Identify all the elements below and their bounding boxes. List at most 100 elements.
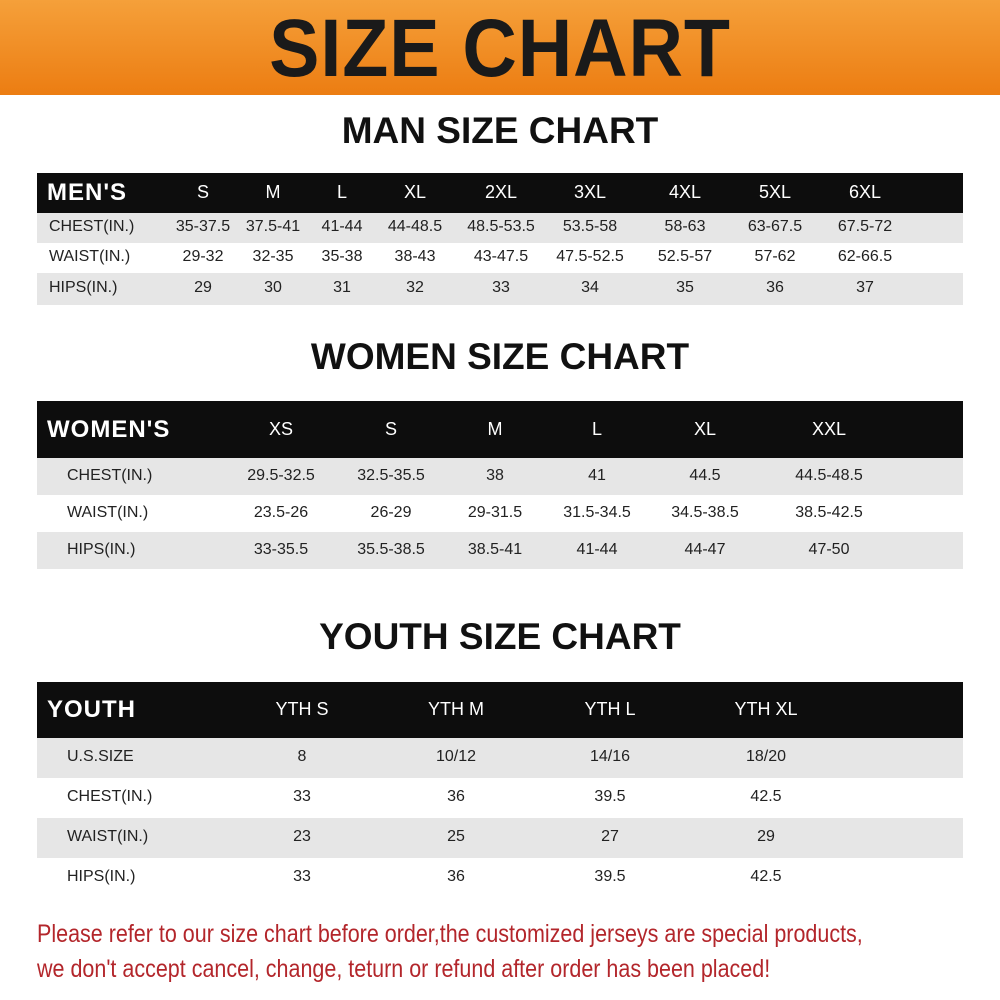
table-cell: 10/12 xyxy=(435,748,477,765)
table-cell: 37.5-41 xyxy=(245,218,301,235)
table-cell: 62-66.5 xyxy=(837,248,893,265)
table-cell: 30 xyxy=(264,279,282,296)
table-cell: 29 xyxy=(194,279,212,296)
table-cell: 37 xyxy=(856,279,874,296)
row-label: WAIST(IN.) xyxy=(67,503,149,521)
women-size-header: XL xyxy=(693,418,717,439)
table-cell: 52.5-57 xyxy=(657,248,713,265)
table-cell: 53.5-58 xyxy=(562,218,618,235)
table-cell: 38-43 xyxy=(394,248,436,265)
men-header-row: MEN'S S M L XL 2XL 3XL 4XL 5XL 6XL xyxy=(37,173,963,213)
youth-size-header: YTH L xyxy=(584,699,636,719)
row-label: CHEST(IN.) xyxy=(49,218,135,235)
men-table-row: CHEST(IN.) 35-37.5 37.5-41 41-44 44-48.5 48.5… xyxy=(37,213,963,243)
table-cell: 35-38 xyxy=(321,248,363,265)
women-size-header: XS xyxy=(268,418,294,439)
size-chart-banner: SIZE CHART xyxy=(0,0,1000,95)
table-cell: 43-47.5 xyxy=(473,248,529,265)
table-cell: 42.5 xyxy=(750,868,782,885)
men-size-header: M xyxy=(265,182,281,202)
women-table-row: CHEST(IN.) 29.5-32.5 32.5-35.5 38 41 44.5 44.5… xyxy=(37,458,963,495)
row-label: CHEST(IN.) xyxy=(67,788,153,805)
men-table-row: HIPS(IN.) 29 30 31 32 33 34 35 36 37 xyxy=(37,273,963,305)
table-cell: 34.5-38.5 xyxy=(671,503,739,521)
banner-title: SIZE CHART xyxy=(269,3,731,94)
men-size-header: L xyxy=(336,182,348,202)
table-cell: 47.5-52.5 xyxy=(556,248,624,265)
table-cell: 29.5-32.5 xyxy=(247,466,315,484)
men-size-header: S xyxy=(196,182,210,202)
women-size-header: S xyxy=(384,418,398,439)
table-cell: 36 xyxy=(447,868,465,885)
table-cell: 36 xyxy=(766,279,784,296)
table-cell: 41 xyxy=(588,466,606,484)
table-cell: 38.5-42.5 xyxy=(795,503,863,521)
table-cell: 41-44 xyxy=(576,540,618,558)
row-label: HIPS(IN.) xyxy=(67,540,136,558)
men-section-title: MAN SIZE CHART xyxy=(341,110,659,151)
men-size-header: 5XL xyxy=(758,182,792,202)
table-cell: 34 xyxy=(581,279,599,296)
table-cell: 32 xyxy=(406,279,424,296)
women-size-header: M xyxy=(487,418,503,439)
women-table-row: HIPS(IN.) 33-35.5 35.5-38.5 38.5-41 41-44 44-… xyxy=(37,532,963,569)
youth-table-row: U.S.SIZE 8 10/12 14/16 18/20 xyxy=(37,738,963,778)
row-label: WAIST(IN.) xyxy=(49,248,131,265)
row-label: CHEST(IN.) xyxy=(67,466,153,484)
table-cell: 48.5-53.5 xyxy=(467,218,535,235)
women-section-title: WOMEN SIZE CHART xyxy=(310,336,690,377)
youth-size-header: YTH XL xyxy=(734,699,798,719)
table-cell: 27 xyxy=(601,828,619,845)
youth-table-row: CHEST(IN.) 33 36 39.5 42.5 xyxy=(37,778,963,818)
table-cell: 31 xyxy=(333,279,351,296)
table-cell: 18/20 xyxy=(745,748,787,765)
youth-size-header: YTH M xyxy=(428,699,484,719)
table-cell: 35.5-38.5 xyxy=(357,540,425,558)
table-cell: 33 xyxy=(293,788,311,805)
youth-section-title: YOUTH SIZE CHART xyxy=(319,616,681,657)
table-cell: 67.5-72 xyxy=(837,218,893,235)
table-cell: 23.5-26 xyxy=(253,503,309,521)
table-cell: 33-35.5 xyxy=(253,540,309,558)
footer-notice-line-2: we don't accept cancel, change, teturn o… xyxy=(37,955,771,983)
table-cell: 44.5 xyxy=(689,466,721,484)
men-table-row: WAIST(IN.) 29-32 32-35 35-38 38-43 43-47.5 47.… xyxy=(37,243,963,273)
table-cell: 32.5-35.5 xyxy=(357,466,425,484)
table-cell: 47-50 xyxy=(808,540,850,558)
table-cell: 42.5 xyxy=(750,788,782,805)
table-cell: 38 xyxy=(486,466,504,484)
row-label: HIPS(IN.) xyxy=(67,868,136,885)
table-cell: 29-31.5 xyxy=(467,503,523,521)
men-size-header: 6XL xyxy=(848,182,882,202)
table-cell: 32-35 xyxy=(252,248,294,265)
table-cell: 23 xyxy=(293,828,311,845)
women-size-header: L xyxy=(591,418,603,439)
row-label: HIPS(IN.) xyxy=(49,279,118,296)
table-cell: 39.5 xyxy=(594,788,626,805)
table-cell: 35 xyxy=(676,279,694,296)
footer-notice-line-1: Please refer to our size chart before or… xyxy=(37,920,863,948)
women-table-row: WAIST(IN.) 23.5-26 26-29 29-31.5 31.5-34.5 34… xyxy=(37,495,963,532)
women-header-label: WOMEN'S xyxy=(47,415,171,443)
men-header-label: MEN'S xyxy=(47,179,128,206)
table-cell: 25 xyxy=(447,828,465,845)
table-cell: 58-63 xyxy=(664,218,706,235)
youth-header-row: YOUTH YTH S YTH M YTH L YTH XL xyxy=(37,682,963,738)
table-cell: 31.5-34.5 xyxy=(563,503,631,521)
men-size-header: 3XL xyxy=(573,182,607,202)
table-cell: 44-47 xyxy=(684,540,726,558)
table-cell: 29 xyxy=(757,828,775,845)
row-label: WAIST(IN.) xyxy=(67,828,149,845)
table-cell: 35-37.5 xyxy=(175,218,231,235)
table-cell: 57-62 xyxy=(754,248,796,265)
table-cell: 63-67.5 xyxy=(747,218,803,235)
table-cell: 29-32 xyxy=(182,248,224,265)
table-cell: 38.5-41 xyxy=(467,540,523,558)
table-cell: 33 xyxy=(492,279,510,296)
row-label: U.S.SIZE xyxy=(67,748,134,765)
table-cell: 8 xyxy=(297,748,307,765)
table-cell: 44.5-48.5 xyxy=(795,466,863,484)
women-size-header: XXL xyxy=(811,418,847,439)
youth-table-row: WAIST(IN.) 23 25 27 29 xyxy=(37,818,963,858)
youth-table-row: HIPS(IN.) 33 36 39.5 42.5 xyxy=(37,858,963,898)
